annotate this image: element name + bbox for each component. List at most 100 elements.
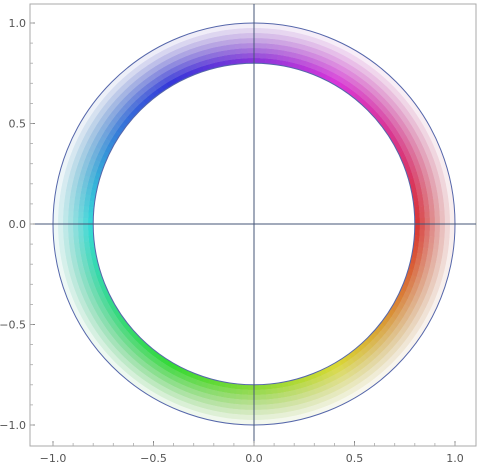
ring-segment xyxy=(285,400,294,408)
ring-segment xyxy=(103,346,113,356)
ring-segment xyxy=(79,299,88,309)
ring-segment xyxy=(91,108,100,118)
ring-segment xyxy=(160,380,170,389)
ring-segment xyxy=(129,81,138,90)
ring-segment xyxy=(145,81,154,90)
ring-segment xyxy=(384,344,393,354)
ring-segment xyxy=(68,242,75,251)
ring-segment xyxy=(83,175,90,183)
ring-segment xyxy=(209,46,218,54)
ring-segment xyxy=(150,385,159,395)
ring-segment xyxy=(99,97,108,107)
ring-segment xyxy=(429,211,436,218)
ring-segment xyxy=(339,71,348,80)
ring-segment xyxy=(111,324,120,333)
ring-segment xyxy=(388,340,397,349)
ring-segment xyxy=(300,54,309,62)
ring-segment xyxy=(77,131,86,141)
ring-segment xyxy=(416,169,424,177)
ring-segment xyxy=(67,297,76,307)
ring-segment xyxy=(389,79,399,88)
ring-segment xyxy=(286,405,295,413)
ring-segment xyxy=(163,52,173,60)
ring-segment xyxy=(279,34,288,41)
ring-segment xyxy=(95,111,104,121)
ring-segment xyxy=(408,108,417,118)
ring-segment xyxy=(95,344,105,354)
ring-segment xyxy=(79,247,86,255)
ring-segment xyxy=(413,206,420,213)
ring-segment xyxy=(341,55,350,63)
ring-segment xyxy=(439,223,446,231)
ring-segment xyxy=(138,378,148,387)
ring-segment xyxy=(293,31,302,39)
ring-segment xyxy=(145,358,154,367)
ring-segment xyxy=(368,366,378,375)
ring-segment xyxy=(229,53,237,60)
ring-segment xyxy=(305,400,314,408)
ring-segment xyxy=(63,270,71,279)
ring-segment xyxy=(305,379,313,387)
ring-segment xyxy=(113,131,121,140)
ring-segment xyxy=(71,261,79,270)
ring-segment xyxy=(155,50,165,59)
ring-segment xyxy=(103,109,112,118)
ring-segment xyxy=(443,203,450,211)
ring-segment xyxy=(87,218,94,225)
ring-segment xyxy=(160,368,169,377)
ring-segment xyxy=(344,365,353,374)
ring-segment xyxy=(107,319,116,328)
ring-segment xyxy=(438,243,445,251)
ring-segment xyxy=(63,204,70,212)
ring-segment xyxy=(392,327,401,336)
ring-segment xyxy=(293,57,302,65)
ring-segment xyxy=(423,279,432,288)
ring-segment xyxy=(333,56,342,65)
ring-segment xyxy=(299,381,308,389)
ring-segment xyxy=(253,32,261,39)
ring-segment xyxy=(103,330,112,339)
ring-segment xyxy=(380,97,389,107)
ring-segment xyxy=(346,393,355,402)
ring-segment xyxy=(213,380,221,387)
ring-segment xyxy=(61,176,69,185)
ring-segment xyxy=(288,56,296,64)
ring-segment xyxy=(271,388,279,395)
ring-segment xyxy=(344,377,353,386)
ring-segment xyxy=(358,85,368,94)
ring-segment xyxy=(295,53,303,60)
ring-segment xyxy=(423,235,430,243)
ring-segment xyxy=(404,141,413,150)
plot-frame xyxy=(29,3,477,447)
ring-segment xyxy=(414,163,422,172)
ring-segment xyxy=(230,383,238,390)
ring-segment xyxy=(150,77,159,86)
ring-segment xyxy=(137,358,146,367)
ring-segment xyxy=(57,217,64,225)
ring-segment xyxy=(214,405,223,413)
ring-segment xyxy=(379,349,389,358)
ring-segment xyxy=(419,161,427,170)
ring-segment xyxy=(288,384,296,392)
ring-segment xyxy=(266,398,274,405)
ring-segment xyxy=(381,361,391,370)
ring-segment xyxy=(212,30,221,38)
ring-segment xyxy=(91,339,100,349)
ring-segment xyxy=(430,184,438,193)
ring-segment xyxy=(75,273,83,282)
ring-segment xyxy=(412,113,421,123)
ring-segment xyxy=(395,125,404,134)
ring-segment xyxy=(414,217,421,224)
ring-segment xyxy=(423,266,430,274)
ring-segment xyxy=(427,248,434,256)
ring-segment xyxy=(296,392,305,400)
ring-segment xyxy=(260,409,268,416)
ring-segment xyxy=(232,418,241,425)
ring-segment xyxy=(88,240,95,248)
ring-segment xyxy=(362,358,371,367)
ring-segment xyxy=(54,196,60,204)
ring-segment xyxy=(387,90,397,100)
ring-segment xyxy=(416,188,423,196)
ring-segment xyxy=(67,230,74,238)
ring-segment xyxy=(282,386,290,393)
